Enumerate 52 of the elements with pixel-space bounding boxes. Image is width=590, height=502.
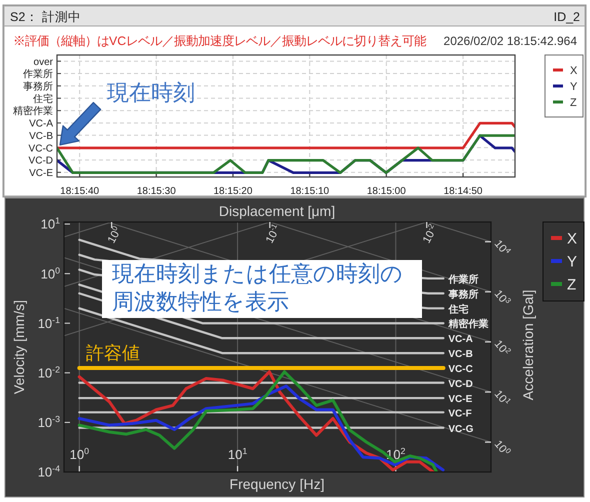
text: VC-C	[28, 143, 53, 154]
legend-label: X	[567, 230, 578, 248]
chart-subtitle: ※評価（縦軸）はVCレベル／振動加速度レベル／振動レベルに切り替え可能	[13, 34, 426, 48]
legend-label: X	[570, 64, 578, 77]
text: 住宅	[33, 92, 53, 105]
x-tick-label: 10$^{1}$	[228, 446, 248, 462]
y-tick-label: 10$^{-1}$	[38, 314, 60, 331]
chart-title: S2： 計測中	[10, 10, 81, 24]
text: VC-B	[29, 130, 54, 142]
text: ID_2	[554, 10, 580, 24]
x-tick-label: 10$^{0}$	[70, 446, 90, 462]
annotation: VC-G	[448, 424, 474, 435]
y-tick-label: 10$^{-2}$	[38, 364, 60, 380]
annotation: 事務所	[447, 288, 478, 300]
x-tick-label: 18:15:10	[290, 186, 330, 197]
text: VC-E	[29, 168, 54, 179]
annotation: 現在時刻	[107, 80, 195, 105]
text: 事務所	[23, 80, 53, 92]
text: VC-A	[29, 118, 54, 130]
annotation: VC-D	[448, 378, 473, 390]
y-tick-label: 10$^{-4}$	[38, 464, 60, 480]
annotation: VC-F	[448, 408, 472, 420]
text: 2026/02/02 18:15:42.964	[444, 34, 578, 48]
legend-label: Y	[567, 253, 578, 270]
x-tick-label: 18:14:50	[444, 186, 483, 197]
annotation: VC-A	[448, 334, 473, 346]
annotation: 許容値	[86, 343, 140, 364]
x-tick-label: 18:15:20	[214, 186, 253, 197]
annotation: VC-B	[448, 349, 473, 360]
x-tick-label: 18:15:00	[366, 186, 406, 197]
annotation: 現在時刻または任意の時刻の周波数特性を表示	[112, 261, 403, 314]
annotation: 住宅	[447, 303, 468, 316]
text: 作業所	[22, 68, 53, 80]
x2-axis-title: Displacement [μm]	[218, 203, 336, 219]
text: VC-D	[28, 156, 53, 167]
text: over	[34, 56, 54, 68]
annotation: VC-C	[448, 364, 473, 376]
y-tick-label: 10$^{0}$	[40, 265, 60, 282]
x-tick-label: 18:15:40	[60, 186, 100, 197]
legend-label: Z	[570, 96, 577, 109]
y-axis-title: Velocity [mm/s]	[11, 300, 27, 394]
legend-label: Z	[567, 276, 576, 294]
text: 精密作業	[13, 105, 53, 118]
x-axis-title: Frequency [Hz]	[230, 476, 324, 492]
annotation: VC-E	[448, 394, 473, 406]
y2-axis-title: Acceleration [Gal]	[520, 290, 536, 400]
annotation: 精密作業	[447, 318, 488, 330]
x-tick-label: 18:15:30	[136, 186, 176, 197]
annotation: 作業所	[447, 273, 478, 286]
y-tick-label: 10$^{1}$	[40, 216, 60, 232]
y-tick-label: 10$^{-3}$	[38, 414, 60, 430]
legend-label: Y	[570, 80, 578, 93]
